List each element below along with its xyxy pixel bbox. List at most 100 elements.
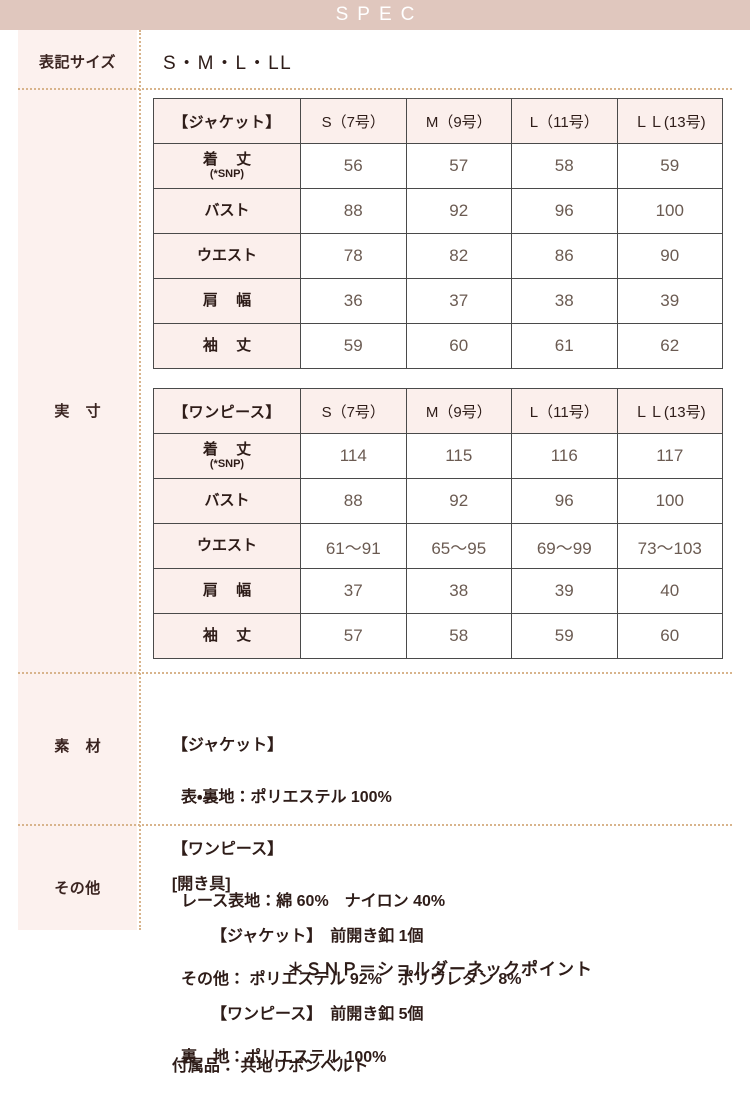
column-header-m: M（9号） (405, 388, 512, 434)
cell-value: 39 (511, 568, 618, 614)
cell-value: 58 (405, 613, 512, 659)
horizontal-dotted-divider-2 (18, 672, 732, 674)
cell-value: 57 (300, 613, 407, 659)
row-header-label: 袖 丈 (202, 336, 259, 354)
table-row: 肩 幅 37 38 39 40 (153, 568, 723, 614)
table-row: 袖 丈 59 60 61 62 (153, 323, 723, 369)
horizontal-dotted-divider-3 (18, 824, 732, 826)
cell-value: 59 (300, 323, 407, 369)
column-header-ll: ＬＬ(13号) (616, 98, 723, 144)
table-row: バスト 88 92 96 100 (153, 188, 723, 234)
row-header: バスト (153, 478, 301, 524)
table-row: ウエスト 61〜91 65〜95 69〜99 73〜103 (153, 523, 723, 569)
size-value: S・M・L・LL (163, 53, 293, 74)
row-header: 袖 丈 (153, 613, 301, 659)
material-onepiece-title: 【ワンピース】 (171, 841, 284, 858)
cell-value: 60 (616, 613, 723, 659)
cell-value: 69〜99 (511, 523, 618, 569)
table-corner-label: 【ジャケット】 (153, 98, 301, 144)
snp-footnote: ＊ＳＮＰ＝ショルダーネックポイント (287, 960, 593, 979)
cell-value: 38 (511, 278, 618, 324)
table-row: 着 丈 (*SNP) 56 57 58 59 (153, 143, 723, 189)
horizontal-dotted-divider-1 (18, 88, 732, 90)
cell-value: 40 (616, 568, 723, 614)
other-jacket-line: 【ジャケット】 前開き釦 1個 (211, 928, 424, 945)
cell-value: 73〜103 (616, 523, 723, 569)
cell-value: 100 (616, 188, 723, 234)
row-header: 着 丈 (*SNP) (153, 143, 301, 189)
table-header-row: 【ワンピース】 S（7号） M（9号） L（11号） ＬＬ(13号) (153, 388, 723, 434)
table-row: 肩 幅 36 37 38 39 (153, 278, 723, 324)
cell-value: 82 (405, 233, 512, 279)
cell-value: 92 (405, 188, 512, 234)
row-header: ウエスト (153, 523, 301, 569)
cell-value: 59 (616, 143, 723, 189)
row-header-label: 肩 幅 (202, 581, 259, 599)
row-header: 肩 幅 (153, 568, 301, 614)
row-label-other: その他 (54, 880, 101, 897)
cell-value: 88 (300, 188, 407, 234)
cell-value: 96 (511, 188, 618, 234)
table-row: ウエスト 78 82 86 90 (153, 233, 723, 279)
row-header-label: 肩 幅 (202, 291, 259, 309)
row-label-measurements: 実 寸 (54, 403, 107, 420)
cell-value: 61〜91 (300, 523, 407, 569)
material-jacket-title: 【ジャケット】 (171, 737, 284, 754)
cell-value: 37 (300, 568, 407, 614)
row-header-note: (*SNP) (209, 168, 245, 181)
cell-value: 115 (405, 433, 512, 479)
column-header-l: L（11号） (511, 98, 618, 144)
cell-value: 39 (616, 278, 723, 324)
table-row: 袖 丈 57 58 59 60 (153, 613, 723, 659)
cell-value: 90 (616, 233, 723, 279)
cell-value: 38 (405, 568, 512, 614)
other-accessory-line: 付属品： 共地リボンベルト (171, 1058, 369, 1075)
column-header-s: S（7号） (300, 98, 407, 144)
row-header-label: 袖 丈 (202, 626, 259, 644)
row-header: 着 丈 (*SNP) (153, 433, 301, 479)
cell-value: 92 (405, 478, 512, 524)
cell-value: 56 (300, 143, 407, 189)
row-label-size: 表記サイズ (38, 54, 117, 71)
cell-value: 57 (405, 143, 512, 189)
row-header-note: (*SNP) (209, 458, 245, 471)
row-header: バスト (153, 188, 301, 234)
row-header-label: 着 丈 (202, 440, 259, 458)
table-row: 着 丈 (*SNP) 114 115 116 117 (153, 433, 723, 479)
onepiece-spec-table: 【ワンピース】 S（7号） M（9号） L（11号） ＬＬ(13号) 着 丈 (*… (153, 388, 723, 659)
cell-value: 116 (511, 433, 618, 479)
column-header-ll: ＬＬ(13号) (616, 388, 723, 434)
cell-value: 62 (616, 323, 723, 369)
cell-value: 114 (300, 433, 407, 479)
label-column-strip (18, 30, 137, 930)
jacket-spec-table: 【ジャケット】 S（7号） M（9号） L（11号） ＬＬ(13号) 着 丈 (*… (153, 98, 723, 369)
row-header: 袖 丈 (153, 323, 301, 369)
cell-value: 59 (511, 613, 618, 659)
material-onepiece-line-1: レース表地：綿 60% ナイロン 40% (181, 893, 446, 910)
cell-value: 36 (300, 278, 407, 324)
cell-value: 96 (511, 478, 618, 524)
column-header-l: L（11号） (511, 388, 618, 434)
cell-value: 100 (616, 478, 723, 524)
column-header-s: S（7号） (300, 388, 407, 434)
cell-value: 61 (511, 323, 618, 369)
table-row: バスト 88 92 96 100 (153, 478, 723, 524)
table-corner-label: 【ワンピース】 (153, 388, 301, 434)
cell-value: 65〜95 (405, 523, 512, 569)
material-onepiece-line-2: その他： ポリエステル 92% ポリウレタン 8% (181, 971, 522, 988)
other-onepiece-line: 【ワンピース】 前開き釦 5個 (211, 1006, 424, 1023)
cell-value: 86 (511, 233, 618, 279)
row-header: 肩 幅 (153, 278, 301, 324)
cell-value: 60 (405, 323, 512, 369)
cell-value: 117 (616, 433, 723, 479)
cell-value: 88 (300, 478, 407, 524)
row-header: ウエスト (153, 233, 301, 279)
row-header-label: 着 丈 (202, 150, 259, 168)
row-label-material: 素 材 (54, 738, 107, 755)
cell-value: 78 (300, 233, 407, 279)
page-title: SPEC (335, 4, 424, 25)
spec-title-band: SPEC (0, 0, 750, 30)
cell-value: 37 (405, 278, 512, 324)
cell-value: 58 (511, 143, 618, 189)
vertical-dotted-divider (139, 30, 141, 930)
